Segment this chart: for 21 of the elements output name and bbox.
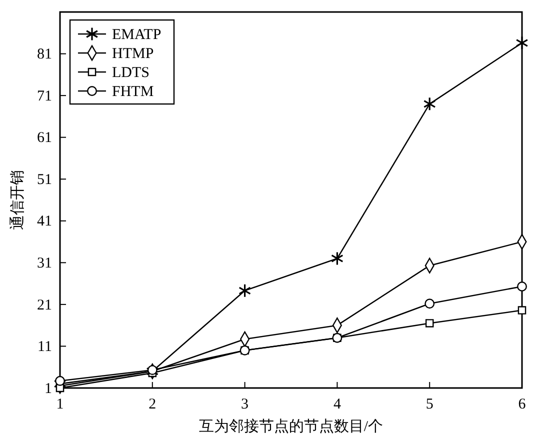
legend-label: EMATP: [112, 27, 162, 43]
y-tick-label: 41: [37, 214, 52, 230]
y-tick-label: 31: [37, 255, 52, 272]
x-tick-label: 4: [333, 396, 342, 413]
y-tick-label: 81: [37, 46, 52, 63]
x-tick-label: 1: [56, 396, 64, 413]
y-tick-label: 61: [37, 130, 52, 146]
y-tick-label: 71: [37, 88, 52, 104]
y-tick-label: 21: [37, 297, 52, 314]
y-tick-label: 1: [44, 380, 52, 397]
x-tick-label: 2: [148, 396, 156, 413]
legend-label: LDTS: [112, 65, 150, 81]
x-tick-label: 6: [518, 396, 526, 413]
y-tick-label: 11: [38, 339, 52, 356]
x-axis-title: 互为邻接节点的节点数目/个: [198, 418, 384, 435]
legend-label: HTMP: [112, 46, 154, 62]
x-tick-label: 5: [426, 396, 434, 413]
x-tick-label: 3: [241, 396, 249, 413]
y-axis-title: 通信开销: [9, 170, 26, 230]
y-tick-label: 51: [37, 172, 52, 188]
legend-label: FHTM: [112, 84, 154, 100]
